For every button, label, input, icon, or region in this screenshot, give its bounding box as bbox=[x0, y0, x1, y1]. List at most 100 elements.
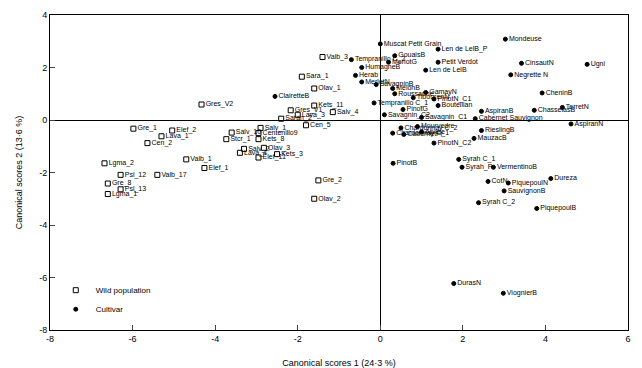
svg-text:PiquepoulB: PiquepoulB bbox=[540, 204, 576, 212]
svg-text:Lgma_2: Lgma_2 bbox=[109, 159, 134, 167]
svg-text:GamayN: GamayN bbox=[429, 88, 457, 96]
svg-text:Canonical scores 2 (13·6 %): Canonical scores 2 (13·6 %) bbox=[14, 116, 24, 230]
svg-text:Cen_2: Cen_2 bbox=[152, 139, 173, 147]
svg-text:Syrah C_2: Syrah C_2 bbox=[482, 198, 515, 206]
svg-text:2: 2 bbox=[42, 63, 47, 73]
svg-text:-8: -8 bbox=[46, 334, 54, 344]
svg-text:PinotG: PinotG bbox=[406, 105, 427, 112]
svg-text:Arvine: Arvine bbox=[425, 128, 445, 135]
svg-text:CinsautN: CinsautN bbox=[525, 59, 554, 66]
svg-text:Olav_2: Olav_2 bbox=[318, 195, 340, 203]
svg-text:Salv_10: Salv_10 bbox=[236, 128, 261, 136]
svg-text:SavagninB: SavagninB bbox=[380, 80, 414, 88]
svg-text:Gres_V1: Gres_V1 bbox=[295, 106, 323, 114]
svg-text:Lava_4: Lava_4 bbox=[244, 149, 267, 157]
svg-text:Muscat Petit Grain: Muscat Petit Grain bbox=[384, 40, 442, 47]
svg-text:MerlotG: MerlotG bbox=[392, 58, 417, 65]
svg-text:MauzacB: MauzacB bbox=[478, 134, 508, 141]
svg-text:Kets_3: Kets_3 bbox=[281, 150, 303, 158]
svg-text:Dureza: Dureza bbox=[554, 174, 577, 181]
svg-text:Saran_2: Saran_2 bbox=[285, 114, 312, 122]
svg-text:MelonB: MelonB bbox=[396, 84, 420, 91]
svg-text:Chardonnay C_2: Chardonnay C_2 bbox=[404, 124, 457, 132]
svg-text:RieslingB: RieslingB bbox=[485, 126, 515, 134]
svg-text:Herab: Herab bbox=[359, 71, 378, 78]
svg-text:Mourvedre: Mourvedre bbox=[421, 122, 455, 129]
svg-text:CotN: CotN bbox=[492, 177, 508, 184]
svg-text:Valb_3: Valb_3 bbox=[327, 53, 348, 61]
svg-text:-4: -4 bbox=[211, 334, 219, 344]
svg-text:PinotN_C2: PinotN_C2 bbox=[437, 139, 471, 147]
svg-text:Kets_8: Kets_8 bbox=[263, 135, 285, 143]
svg-text:Elef_2: Elef_2 bbox=[176, 126, 196, 134]
svg-text:Valb_17: Valb_17 bbox=[161, 171, 186, 179]
svg-text:Petit Verdot: Petit Verdot bbox=[442, 58, 478, 65]
svg-text:AspiranN: AspiranN bbox=[575, 120, 604, 128]
svg-text:ViognierB: ViognierB bbox=[507, 289, 538, 297]
svg-text:Salv_2: Salv_2 bbox=[248, 145, 270, 153]
svg-text:Salv_1: Salv_1 bbox=[265, 124, 287, 132]
svg-text:0: 0 bbox=[378, 334, 383, 344]
svg-text:Canonical scores 1 (24·3 %): Canonical scores 1 (24·3 %) bbox=[282, 358, 396, 368]
svg-text:Cen_5: Cen_5 bbox=[310, 121, 331, 129]
svg-text:4: 4 bbox=[42, 10, 47, 20]
svg-text:PiquepoulN: PiquepoulN bbox=[512, 179, 548, 187]
svg-text:Negrette N: Negrette N bbox=[514, 71, 548, 79]
svg-text:ChasselasB: ChasselasB bbox=[538, 106, 576, 113]
svg-text:Roussanne: Roussanne bbox=[398, 90, 434, 97]
svg-text:2: 2 bbox=[460, 334, 465, 344]
svg-text:Salv_4: Salv_4 bbox=[337, 108, 359, 116]
svg-text:CheninB: CheninB bbox=[546, 89, 573, 96]
svg-text:Kets_11: Kets_11 bbox=[318, 101, 343, 109]
svg-text:-6: -6 bbox=[129, 334, 137, 344]
svg-text:PinotN_C1: PinotN_C1 bbox=[437, 95, 471, 103]
svg-text:0: 0 bbox=[42, 115, 47, 125]
svg-text:-4: -4 bbox=[39, 220, 47, 230]
svg-text:6: 6 bbox=[625, 334, 630, 344]
svg-text:-2: -2 bbox=[39, 168, 47, 178]
svg-text:Psl_12: Psl_12 bbox=[125, 171, 147, 179]
svg-text:GouaisB: GouaisB bbox=[398, 51, 425, 58]
svg-text:Savagnin_C1: Savagnin_C1 bbox=[425, 113, 467, 121]
svg-text:Gre_8: Gre_8 bbox=[112, 179, 132, 187]
svg-text:Elef_1: Elef_1 bbox=[209, 164, 229, 172]
svg-text:4: 4 bbox=[543, 334, 548, 344]
svg-text:Chardonnay C_1: Chardonnay C_1 bbox=[396, 129, 449, 137]
svg-text:Syrah C_1: Syrah C_1 bbox=[462, 155, 495, 163]
svg-text:-8: -8 bbox=[39, 325, 47, 335]
svg-text:PinotB: PinotB bbox=[397, 159, 418, 166]
svg-text:Stcr_1: Stcr_1 bbox=[230, 135, 250, 143]
svg-text:SauvignonB: SauvignonB bbox=[508, 187, 546, 195]
svg-text:Lgma_1: Lgma_1 bbox=[112, 190, 137, 198]
svg-text:Lava_1: Lava_1 bbox=[166, 132, 189, 140]
svg-text:Mondeuse: Mondeuse bbox=[509, 35, 542, 42]
svg-text:-2: -2 bbox=[294, 334, 302, 344]
svg-text:Sara_1: Sara_1 bbox=[306, 72, 329, 80]
svg-text:-6: -6 bbox=[39, 273, 47, 283]
svg-text:TibourenN: TibourenN bbox=[417, 93, 449, 100]
svg-text:Bouteillan: Bouteillan bbox=[442, 101, 473, 108]
svg-text:CabernetFr: CabernetFr bbox=[407, 130, 443, 137]
svg-text:VermentinoB: VermentinoB bbox=[497, 163, 537, 170]
svg-text:Savagnin_C2: Savagnin_C2 bbox=[388, 111, 430, 119]
svg-text:AspiranB: AspiranB bbox=[485, 107, 514, 115]
svg-text:Tempranillo C_1: Tempranillo C_1 bbox=[378, 99, 429, 107]
svg-text:MerlotN: MerlotN bbox=[365, 78, 390, 85]
svg-text:Lava_3: Lava_3 bbox=[302, 111, 325, 119]
svg-text:Len de LelB_P: Len de LelB_P bbox=[442, 45, 488, 53]
svg-text:Len de LelB: Len de LelB bbox=[429, 66, 467, 73]
svg-text:HumagneB: HumagneB bbox=[365, 63, 400, 71]
svg-text:Syrah_P: Syrah_P bbox=[466, 163, 493, 171]
svg-text:Valb_1: Valb_1 bbox=[190, 155, 211, 163]
svg-text:ClairetteB: ClairetteB bbox=[279, 92, 310, 99]
svg-text:Gre_2: Gre_2 bbox=[322, 176, 342, 184]
svg-text:Elef_11: Elef_11 bbox=[263, 153, 286, 161]
svg-text:DurasN: DurasN bbox=[457, 279, 481, 286]
svg-text:Olav_3: Olav_3 bbox=[268, 144, 290, 152]
svg-text:Psl_13: Psl_13 bbox=[125, 185, 147, 193]
svg-text:Gre_1: Gre_1 bbox=[138, 124, 158, 132]
svg-text:Wild population: Wild population bbox=[96, 286, 151, 295]
svg-text:Olav_1: Olav_1 bbox=[318, 84, 340, 92]
svg-text:Cabernet Sauvignon: Cabernet Sauvignon bbox=[479, 114, 543, 122]
svg-text:Centenillo9: Centenillo9 bbox=[263, 129, 298, 136]
